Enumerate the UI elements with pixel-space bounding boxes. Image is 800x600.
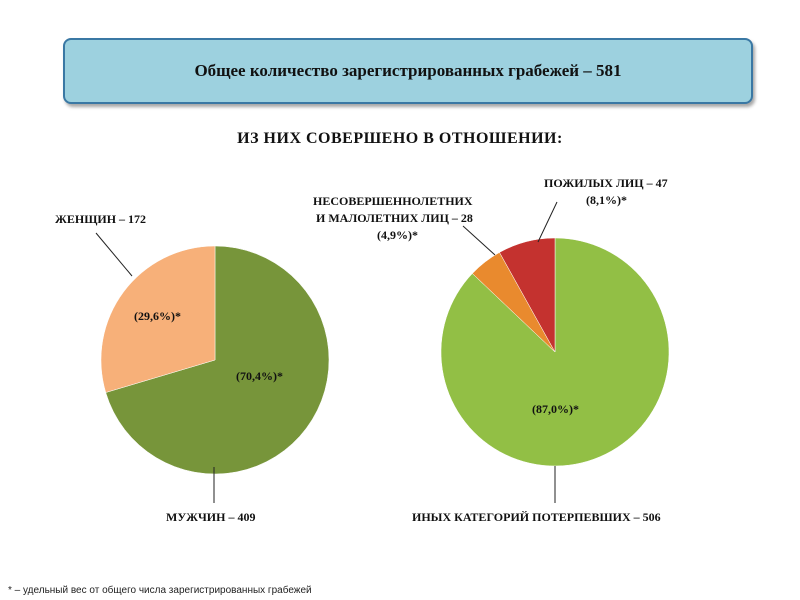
slice-percent-men: (70,4%)*: [236, 369, 283, 383]
page-title: Общее количество зарегистрированных граб…: [194, 61, 622, 80]
leader-line-minors: [462, 225, 496, 256]
pie-slice-elderly: [499, 237, 556, 353]
pie-chart-categories: НЕСОВЕРШЕННОЛЕТНИХ И МАЛОЛЕТНИХ ЛИЦ – 28…: [313, 176, 670, 524]
slice-label-minors-line2: И МАЛОЛЕТНИХ ЛИЦ – 28: [316, 211, 473, 225]
slice-label-minors-line1: НЕСОВЕРШЕННОЛЕТНИХ: [313, 194, 473, 208]
slice-label-other: ИНЫХ КАТЕГОРИЙ ПОТЕРПЕВШИХ – 506: [412, 510, 661, 524]
slice-label-women: ЖЕНЩИН – 172: [55, 212, 146, 226]
pie-slice-men: [105, 245, 330, 475]
slice-label-men: МУЖЧИН – 409: [166, 510, 255, 524]
leader-line-elderly: [537, 201, 558, 243]
pie-chart-gender: ЖЕНЩИН – 172 МУЖЧИН – 409 (29,6%)* (70,4…: [55, 212, 330, 524]
footnote: * – удельный вес от общего числа зарегис…: [8, 585, 312, 596]
pie-slice-women: [100, 245, 216, 393]
slice-percent-other: (87,0%)*: [532, 402, 579, 416]
slice-percent-elderly: (8,1%)*: [586, 193, 627, 207]
leader-line-women: [95, 232, 133, 277]
chart-subtitle: ИЗ НИХ СОВЕРШЕНО В ОТНОШЕНИИ:: [237, 130, 563, 147]
slice-percent-women: (29,6%)*: [134, 309, 181, 323]
header-box: Общее количество зарегистрированных граб…: [63, 38, 753, 104]
slice-percent-minors: (4,9%)*: [377, 228, 418, 242]
slice-label-elderly: ПОЖИЛЫХ ЛИЦ – 47: [544, 176, 668, 190]
